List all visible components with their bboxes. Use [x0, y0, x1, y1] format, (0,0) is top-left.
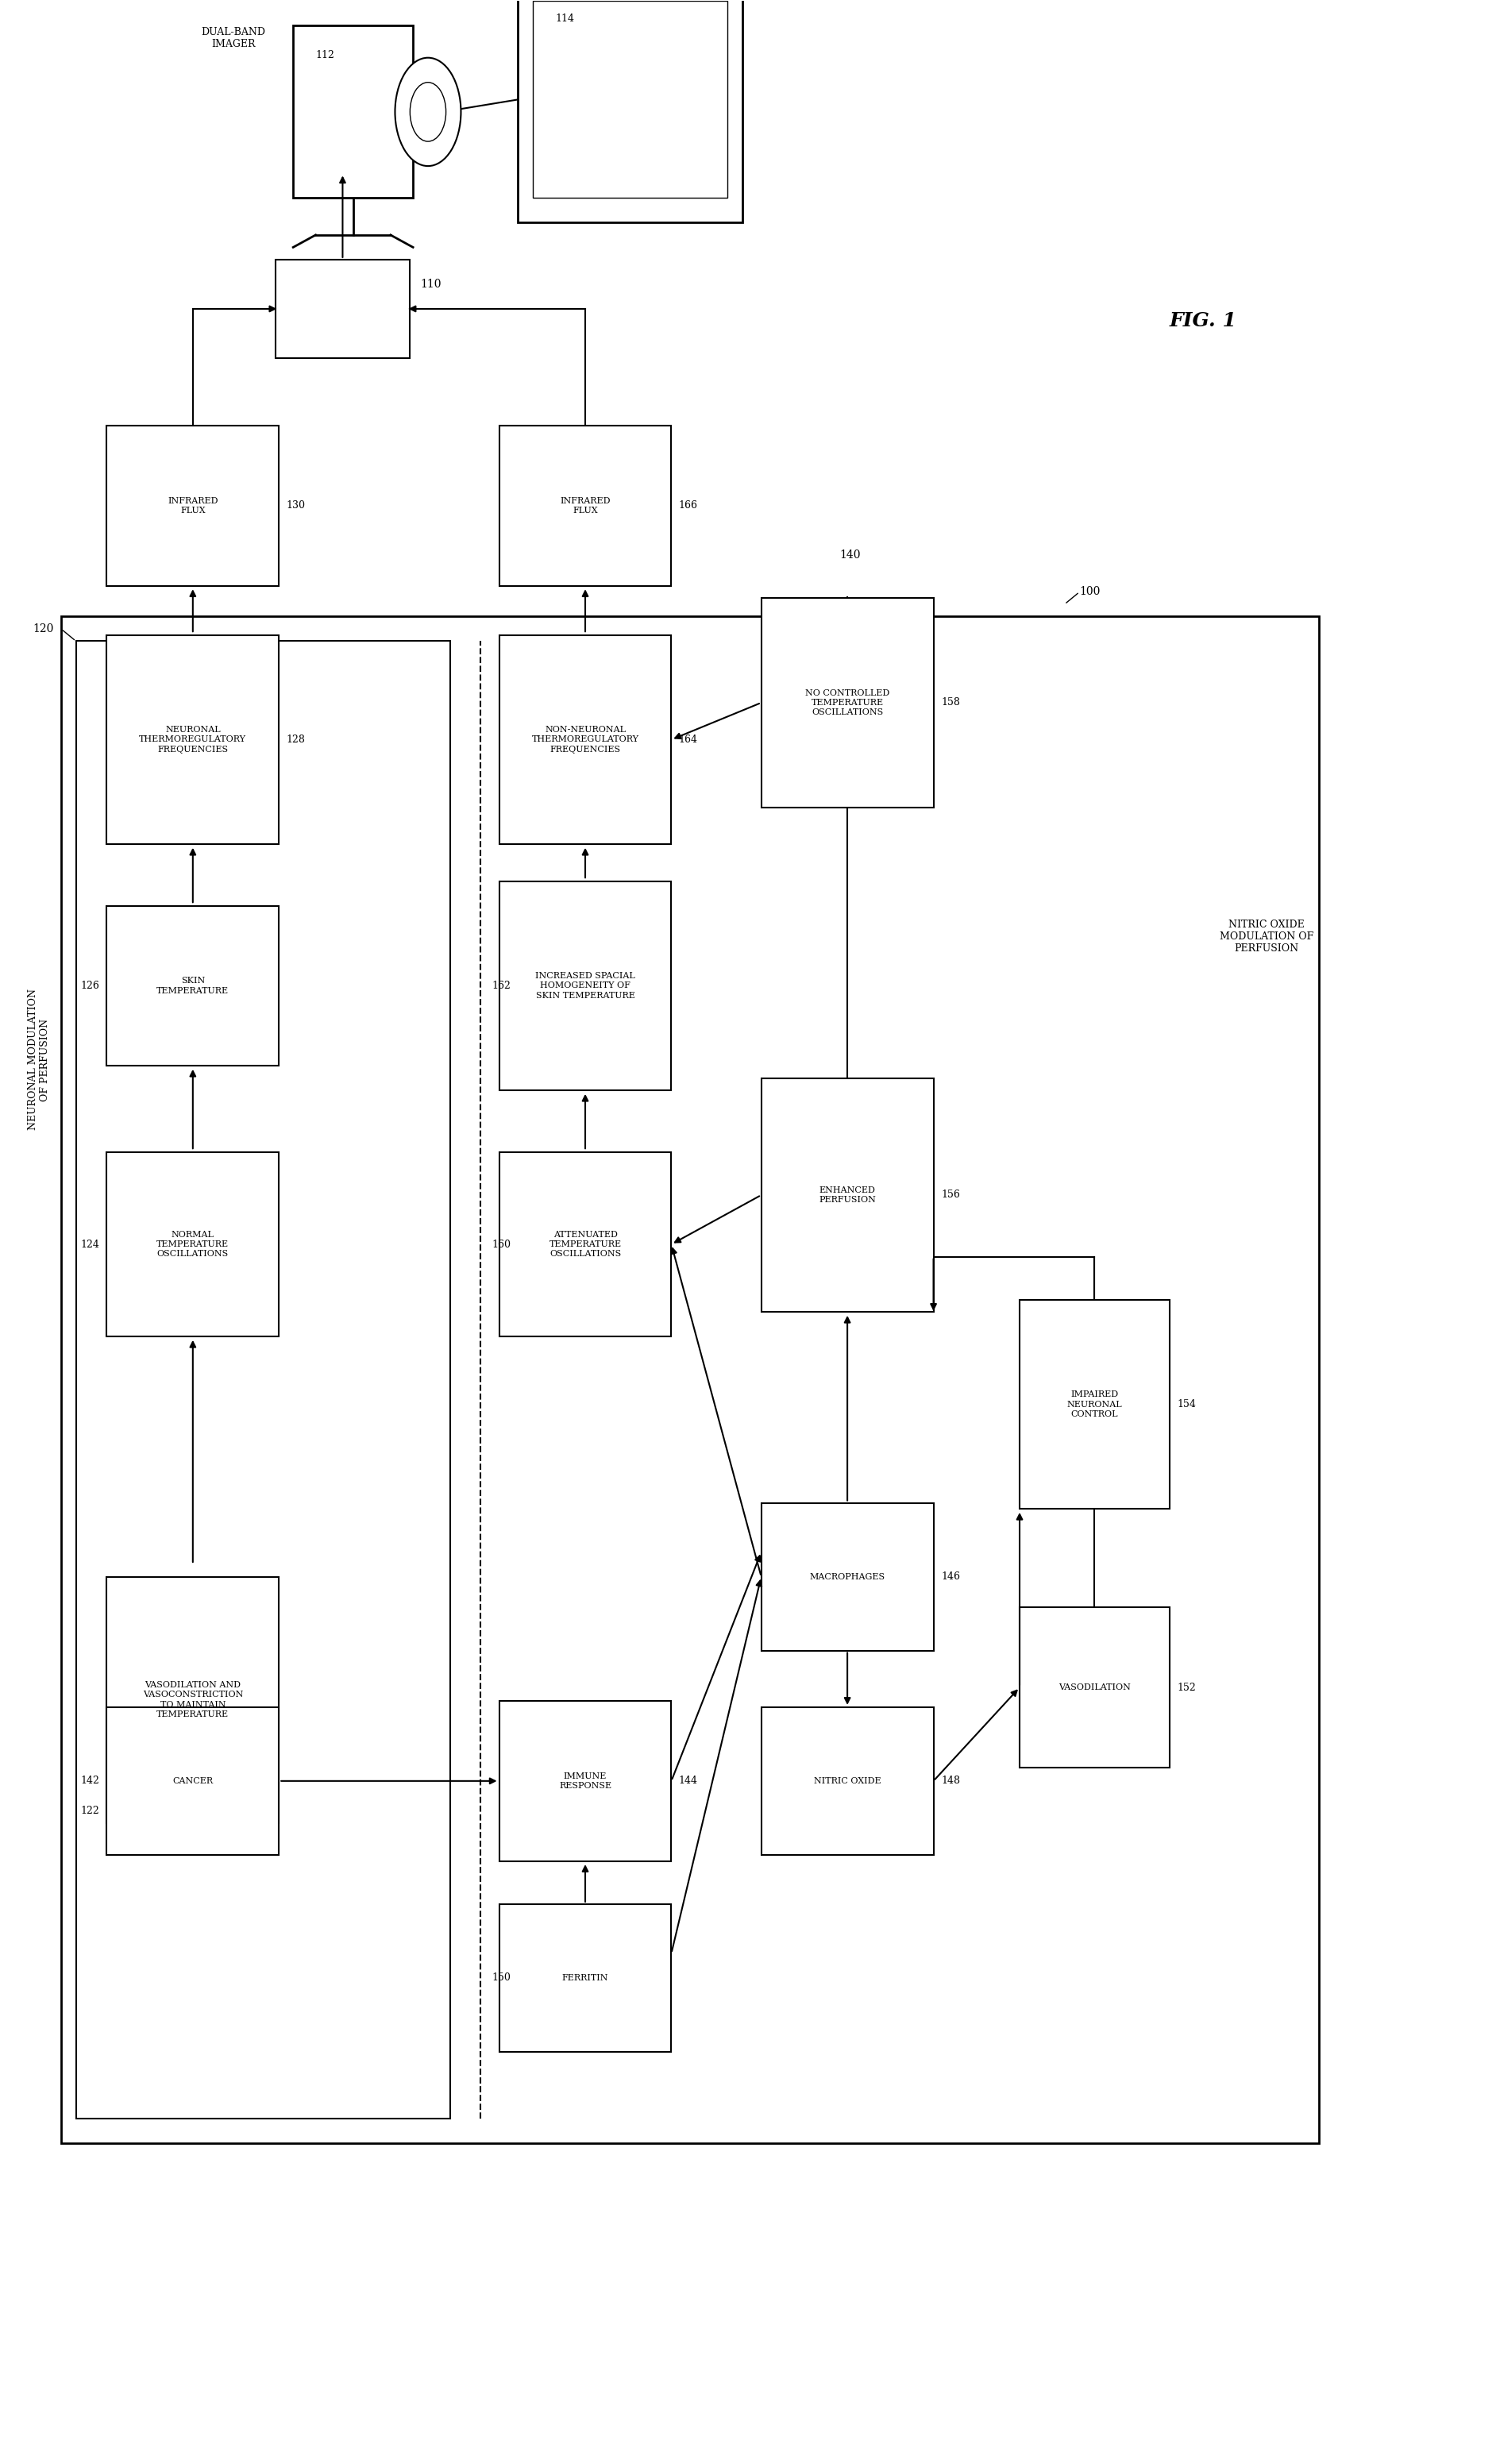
Text: 130: 130	[286, 500, 306, 510]
FancyBboxPatch shape	[760, 1503, 933, 1651]
Text: 114: 114	[555, 12, 574, 25]
Text: VASODILATION AND
VASOCONSTRICTION
TO MAINTAIN
TEMPERATURE: VASODILATION AND VASOCONSTRICTION TO MAI…	[142, 1680, 243, 1717]
Text: 164: 164	[680, 734, 698, 744]
Text: NEURONAL MODULATION
OF PERFUSION: NEURONAL MODULATION OF PERFUSION	[27, 988, 50, 1131]
Text: 126: 126	[80, 981, 99, 991]
Text: IMPAIRED
NEURONAL
CONTROL: IMPAIRED NEURONAL CONTROL	[1066, 1390, 1122, 1419]
FancyBboxPatch shape	[106, 1708, 279, 1855]
FancyBboxPatch shape	[274, 259, 410, 357]
Text: 144: 144	[680, 1777, 698, 1786]
FancyBboxPatch shape	[532, 0, 728, 197]
Text: 152: 152	[1178, 1683, 1196, 1693]
Text: SKIN
TEMPERATURE: SKIN TEMPERATURE	[156, 976, 230, 995]
Text: ATTENUATED
TEMPERATURE
OSCILLATIONS: ATTENUATED TEMPERATURE OSCILLATIONS	[549, 1230, 621, 1259]
FancyBboxPatch shape	[1020, 1607, 1170, 1767]
Text: CANCER: CANCER	[172, 1777, 213, 1784]
Circle shape	[394, 57, 460, 165]
Text: NORMAL
TEMPERATURE
OSCILLATIONS: NORMAL TEMPERATURE OSCILLATIONS	[156, 1230, 230, 1259]
Text: DUAL-BAND
IMAGER: DUAL-BAND IMAGER	[201, 27, 265, 49]
Text: NON-NEURONAL
THERMOREGULATORY
FREQUENCIES: NON-NEURONAL THERMOREGULATORY FREQUENCIE…	[531, 727, 639, 754]
FancyBboxPatch shape	[500, 636, 672, 845]
Text: 162: 162	[492, 981, 510, 991]
FancyBboxPatch shape	[500, 426, 672, 586]
Text: INCREASED SPACIAL
HOMOGENEITY OF
SKIN TEMPERATURE: INCREASED SPACIAL HOMOGENEITY OF SKIN TE…	[536, 971, 634, 1000]
FancyBboxPatch shape	[106, 1153, 279, 1335]
Text: VASODILATION: VASODILATION	[1059, 1683, 1131, 1690]
FancyBboxPatch shape	[500, 882, 672, 1092]
Text: 110: 110	[420, 278, 441, 291]
Text: 148: 148	[940, 1777, 960, 1786]
Text: NITRIC OXIDE
MODULATION OF
PERFUSION: NITRIC OXIDE MODULATION OF PERFUSION	[1220, 919, 1314, 954]
Text: IMMUNE
RESPONSE: IMMUNE RESPONSE	[560, 1772, 612, 1789]
FancyBboxPatch shape	[760, 599, 933, 808]
Text: 128: 128	[286, 734, 306, 744]
FancyBboxPatch shape	[500, 1700, 672, 1860]
Text: MACROPHAGES: MACROPHAGES	[810, 1572, 885, 1579]
Text: 112: 112	[315, 49, 334, 62]
FancyBboxPatch shape	[106, 1577, 279, 1823]
FancyBboxPatch shape	[500, 1153, 672, 1335]
FancyBboxPatch shape	[500, 1905, 672, 2053]
Text: ENHANCED
PERFUSION: ENHANCED PERFUSION	[819, 1185, 876, 1205]
Text: FIG. 1: FIG. 1	[1170, 310, 1238, 330]
FancyBboxPatch shape	[62, 616, 1318, 2144]
Text: 124: 124	[80, 1239, 99, 1249]
FancyBboxPatch shape	[518, 0, 742, 222]
FancyBboxPatch shape	[76, 641, 450, 2119]
Text: FERRITIN: FERRITIN	[562, 1974, 609, 1981]
Text: NITRIC OXIDE: NITRIC OXIDE	[815, 1777, 880, 1784]
Text: 160: 160	[492, 1239, 510, 1249]
Text: 166: 166	[680, 500, 698, 510]
FancyBboxPatch shape	[760, 1079, 933, 1311]
Text: 140: 140	[840, 549, 861, 562]
Text: 158: 158	[940, 697, 960, 707]
Text: 120: 120	[33, 623, 54, 633]
Text: INFRARED
FLUX: INFRARED FLUX	[168, 498, 217, 515]
FancyBboxPatch shape	[106, 636, 279, 845]
FancyBboxPatch shape	[106, 426, 279, 586]
Text: NO CONTROLLED
TEMPERATURE
OSCILLATIONS: NO CONTROLLED TEMPERATURE OSCILLATIONS	[806, 690, 889, 717]
Text: 100: 100	[1080, 586, 1101, 596]
Circle shape	[410, 81, 445, 140]
FancyBboxPatch shape	[1020, 1299, 1170, 1508]
FancyBboxPatch shape	[106, 907, 279, 1067]
FancyBboxPatch shape	[760, 1708, 933, 1855]
FancyBboxPatch shape	[292, 25, 412, 197]
Text: 142: 142	[80, 1777, 99, 1786]
Text: 146: 146	[940, 1572, 960, 1582]
Text: 122: 122	[81, 1806, 99, 1816]
Text: NEURONAL
THERMOREGULATORY
FREQUENCIES: NEURONAL THERMOREGULATORY FREQUENCIES	[140, 727, 246, 754]
Text: 156: 156	[940, 1190, 960, 1200]
Text: INFRARED
FLUX: INFRARED FLUX	[560, 498, 610, 515]
Text: 154: 154	[1178, 1400, 1196, 1409]
Text: 150: 150	[492, 1974, 510, 1984]
